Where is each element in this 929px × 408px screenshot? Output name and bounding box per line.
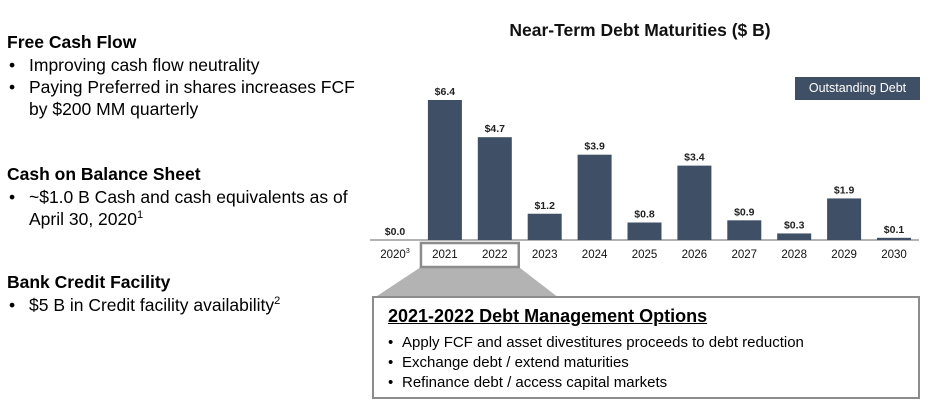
bar-2024 [577, 154, 612, 240]
free-cash-flow-list: • Improving cash flow neutrality • Paying … [7, 54, 367, 120]
debt-management-options-box: 2021-2022 Debt Management Options • Apply… [372, 296, 920, 399]
bar-2025 [627, 222, 662, 240]
bullet-icon: • [388, 334, 394, 351]
bullet-text: Improving cash flow neutrality [29, 55, 260, 75]
free-cash-flow-heading: Free Cash Flow [7, 32, 137, 52]
bar-2023 [527, 213, 562, 240]
data-label-2030: $0.1 [884, 224, 905, 236]
tick-label-2022: 2022 [482, 249, 508, 261]
bar-2022 [477, 137, 512, 240]
cash-balance-list: • ~$1.0 B Cash and cash equivalents as of… [7, 186, 367, 230]
highlight-2021-2022 [419, 241, 521, 269]
bullet-icon: • [388, 354, 394, 371]
bullet-icon: • [9, 187, 16, 207]
list-item: • $5 B in Credit facility availability2 [7, 294, 367, 316]
data-label-2028: $0.3 [784, 219, 805, 231]
data-label-2023: $1.2 [534, 200, 555, 212]
list-item: • Exchange debt / extend maturities [388, 353, 804, 373]
footnote-marker: 3 [406, 248, 410, 255]
credit-facility-heading: Bank Credit Facility [7, 272, 171, 292]
data-label-2029: $1.9 [834, 184, 855, 196]
data-label-2024: $3.9 [584, 141, 605, 153]
bullet-icon: • [9, 295, 16, 315]
footnote-marker: 2 [274, 295, 281, 308]
callout-connector [374, 267, 559, 298]
bullet-icon: • [388, 374, 394, 391]
data-label-2022: $4.7 [485, 123, 506, 135]
bullet-text: Paying Preferred in shares increases FCF… [29, 77, 355, 119]
tick-label-2024: 2024 [582, 249, 608, 261]
bar-2029 [827, 198, 862, 240]
data-label-2026: $3.4 [684, 152, 705, 164]
tick-label-2023: 2023 [532, 249, 558, 261]
tick-label-2028: 2028 [781, 249, 807, 261]
option-text: Apply FCF and asset divestitures proceed… [402, 334, 804, 351]
bar-2028 [777, 233, 812, 240]
tick-label-2020: 20203 [380, 248, 410, 261]
list-item: • Refinance debt / access capital markets [388, 373, 804, 393]
bullet-text: ~$1.0 B Cash and cash equivalents as of … [29, 187, 348, 229]
option-text: Refinance debt / access capital markets [402, 374, 668, 391]
data-label-2025: $0.8 [634, 209, 655, 221]
chart-title: Near-Term Debt Maturities ($ B) [509, 20, 771, 40]
options-title: 2021-2022 Debt Management Options [388, 306, 708, 326]
bar-2030 [877, 237, 911, 240]
bar-2026 [677, 165, 712, 240]
list-item: • Paying Preferred in shares increases FC… [7, 76, 367, 120]
bar-2027 [727, 220, 762, 240]
bullet-text: $5 B in Credit facility availability [29, 295, 275, 315]
tick-label-2026: 2026 [682, 249, 708, 261]
tick-label-2027: 2027 [732, 249, 758, 261]
list-item: • Improving cash flow neutrality [7, 54, 367, 76]
bullet-icon: • [9, 77, 16, 97]
option-text: Exchange debt / extend maturities [402, 354, 629, 371]
footnote-marker: 1 [137, 209, 144, 222]
tick-label-2021: 2021 [432, 249, 458, 261]
credit-facility-list: • $5 B in Credit facility availability2 [7, 294, 367, 316]
tick-label-2030: 2030 [881, 249, 907, 261]
data-label-2021: $6.4 [435, 86, 456, 98]
bullet-icon: • [9, 55, 16, 75]
data-label-2027: $0.9 [734, 206, 755, 218]
bar-2021 [427, 100, 462, 240]
cash-balance-heading: Cash on Balance Sheet [7, 164, 201, 184]
list-item: • ~$1.0 B Cash and cash equivalents as of… [7, 186, 367, 230]
legend-outstanding-debt: Outstanding Debt [795, 77, 920, 100]
list-item: • Apply FCF and asset divestitures procee… [388, 333, 804, 353]
data-label-2020: $0.0 [385, 226, 406, 238]
tick-label-2029: 2029 [831, 249, 857, 261]
tick-label-2025: 2025 [632, 249, 658, 261]
options-list: • Apply FCF and asset divestitures procee… [388, 333, 804, 393]
